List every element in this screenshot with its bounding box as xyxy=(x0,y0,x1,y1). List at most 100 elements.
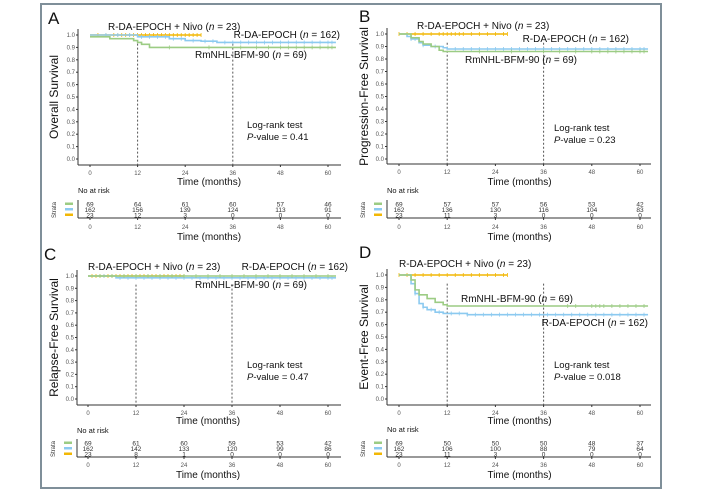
risk-x-tick-label: 12 xyxy=(444,463,451,469)
risk-x-tick-label: 48 xyxy=(588,463,595,469)
strata-color-key xyxy=(65,208,73,211)
log-rank-label: Log-rank test xyxy=(554,123,610,134)
y-tick-label: 0.9 xyxy=(376,285,385,291)
risk-count: 162 xyxy=(85,207,96,214)
risk-count: 23 xyxy=(395,452,403,459)
y-tick-label: 0.8 xyxy=(67,58,76,64)
y-tick-label: 0.4 xyxy=(376,347,385,353)
risk-count: 53 xyxy=(588,202,596,209)
risk-count: 12 xyxy=(134,213,142,220)
km-curve-rmnhl-bfm-90 xyxy=(399,33,649,53)
curve-label: R-DA-EPOCH (n = 162) xyxy=(242,262,348,273)
panel-b: B 0.0 0.1 0.2 0.3 0.4 0.5 0.6 0.7 0.8 0.9 1.0 0 12 24 3… xyxy=(357,7,651,243)
risk-x-tick-label: 0 xyxy=(397,225,401,231)
risk-count: 130 xyxy=(490,207,501,214)
y-tick-label: 0.1 xyxy=(376,145,385,151)
risk-count: 48 xyxy=(588,441,596,448)
p-value-label: P-value = 0.23 xyxy=(554,135,616,146)
risk-count: 113 xyxy=(275,207,286,214)
risk-count: 50 xyxy=(492,441,500,448)
y-tick-label: 0.3 xyxy=(376,120,385,126)
risk-table-title: No at risk xyxy=(78,186,110,195)
y-tick-label: 0.4 xyxy=(376,107,385,113)
y-tick-label: 0.5 xyxy=(67,95,76,101)
strata-color-key xyxy=(65,202,73,205)
log-rank-label: Log-rank test xyxy=(247,360,303,371)
risk-count: 0 xyxy=(326,452,330,459)
x-tick-label: 24 xyxy=(182,171,189,177)
panel-d: D 0.0 0.1 0.2 0.3 0.4 0.5 0.6 0.7 0.8 0.9 1.0 0 12 24 3… xyxy=(357,243,651,481)
risk-count: 59 xyxy=(228,441,236,448)
strata-label: Strata xyxy=(51,440,57,457)
risk-count: 162 xyxy=(83,446,94,453)
y-tick-label: 0.3 xyxy=(376,360,385,366)
risk-x-tick-label: 60 xyxy=(637,225,644,231)
risk-count: 64 xyxy=(134,202,142,209)
y-tick-label: 0.9 xyxy=(66,286,75,292)
risk-x-tick-label: 12 xyxy=(134,225,141,231)
y-tick-label: 0.5 xyxy=(66,336,75,342)
x-tick-label: 12 xyxy=(444,411,451,417)
risk-count: 60 xyxy=(229,202,237,209)
y-tick-label: 0.2 xyxy=(376,132,385,138)
risk-count: 69 xyxy=(86,202,94,209)
y-tick-label: 0.9 xyxy=(67,45,76,51)
risk-count: 42 xyxy=(324,441,332,448)
risk-x-tick-label: 24 xyxy=(492,463,499,469)
risk-count: 3 xyxy=(183,213,187,220)
x-tick-label: 12 xyxy=(444,170,451,176)
strata-color-key xyxy=(374,208,382,211)
strata-color-key xyxy=(374,213,382,216)
risk-x-axis-label: Time (months) xyxy=(177,232,241,243)
log-rank-label: Log-rank test xyxy=(554,360,610,371)
strata-color-key xyxy=(64,447,72,450)
x-tick-label: 48 xyxy=(588,411,595,417)
km-curve-rmnhl-bfm-90 xyxy=(399,274,649,307)
x-axis-label: Time (months) xyxy=(487,416,551,427)
panel-a: A 0.0 0.1 0.2 0.3 0.4 0.5 0.6 0.7 0.8 0.9 1.0 0 12 24 3… xyxy=(47,9,341,243)
x-tick-label: 36 xyxy=(229,171,236,177)
y-tick-label: 0.1 xyxy=(66,385,75,391)
risk-x-axis-label: Time (months) xyxy=(487,232,551,243)
risk-x-tick-label: 36 xyxy=(540,225,547,231)
risk-count: 57 xyxy=(277,202,285,209)
x-tick-label: 0 xyxy=(88,171,92,177)
risk-count: 0 xyxy=(638,452,642,459)
y-tick-label: 0.6 xyxy=(376,323,385,329)
risk-count: 136 xyxy=(442,207,453,214)
y-tick-label: 0.6 xyxy=(67,83,76,89)
y-tick-label: 0.5 xyxy=(376,95,385,101)
strata-color-key xyxy=(64,452,72,455)
risk-count: 60 xyxy=(180,441,188,448)
x-tick-label: 24 xyxy=(181,411,188,417)
risk-count: 86 xyxy=(324,446,332,453)
risk-count: 56 xyxy=(540,202,548,209)
risk-count: 53 xyxy=(276,441,284,448)
risk-count: 23 xyxy=(86,213,94,220)
risk-count: 0 xyxy=(542,452,546,459)
risk-count: 156 xyxy=(132,207,143,214)
x-tick-label: 48 xyxy=(277,411,284,417)
risk-count: 1 xyxy=(182,452,186,459)
y-tick-label: 0.7 xyxy=(376,310,385,316)
y-tick-label: 0.8 xyxy=(376,298,385,304)
risk-count: 91 xyxy=(324,207,332,214)
risk-count: 88 xyxy=(540,446,548,453)
y-tick-label: 0.1 xyxy=(376,385,385,391)
y-tick-label: 1.0 xyxy=(376,32,385,38)
strata-color-key xyxy=(374,202,382,205)
x-tick-label: 0 xyxy=(86,411,90,417)
y-tick-label: 1.0 xyxy=(376,273,385,279)
risk-count: 0 xyxy=(326,213,330,220)
x-tick-label: 24 xyxy=(492,170,499,176)
km-curve-r-da-epoch xyxy=(90,34,336,44)
x-tick-label: 0 xyxy=(397,170,401,176)
curve-label: RmNHL-BFM-90 (n = 69) xyxy=(461,294,573,305)
risk-count: 0 xyxy=(638,213,642,220)
risk-x-tick-label: 48 xyxy=(277,463,284,469)
y-axis-label: Event-Free Survival xyxy=(357,284,371,389)
y-tick-label: 0.0 xyxy=(376,157,385,163)
x-tick-label: 24 xyxy=(492,411,499,417)
risk-table-title: No at risk xyxy=(77,426,109,435)
